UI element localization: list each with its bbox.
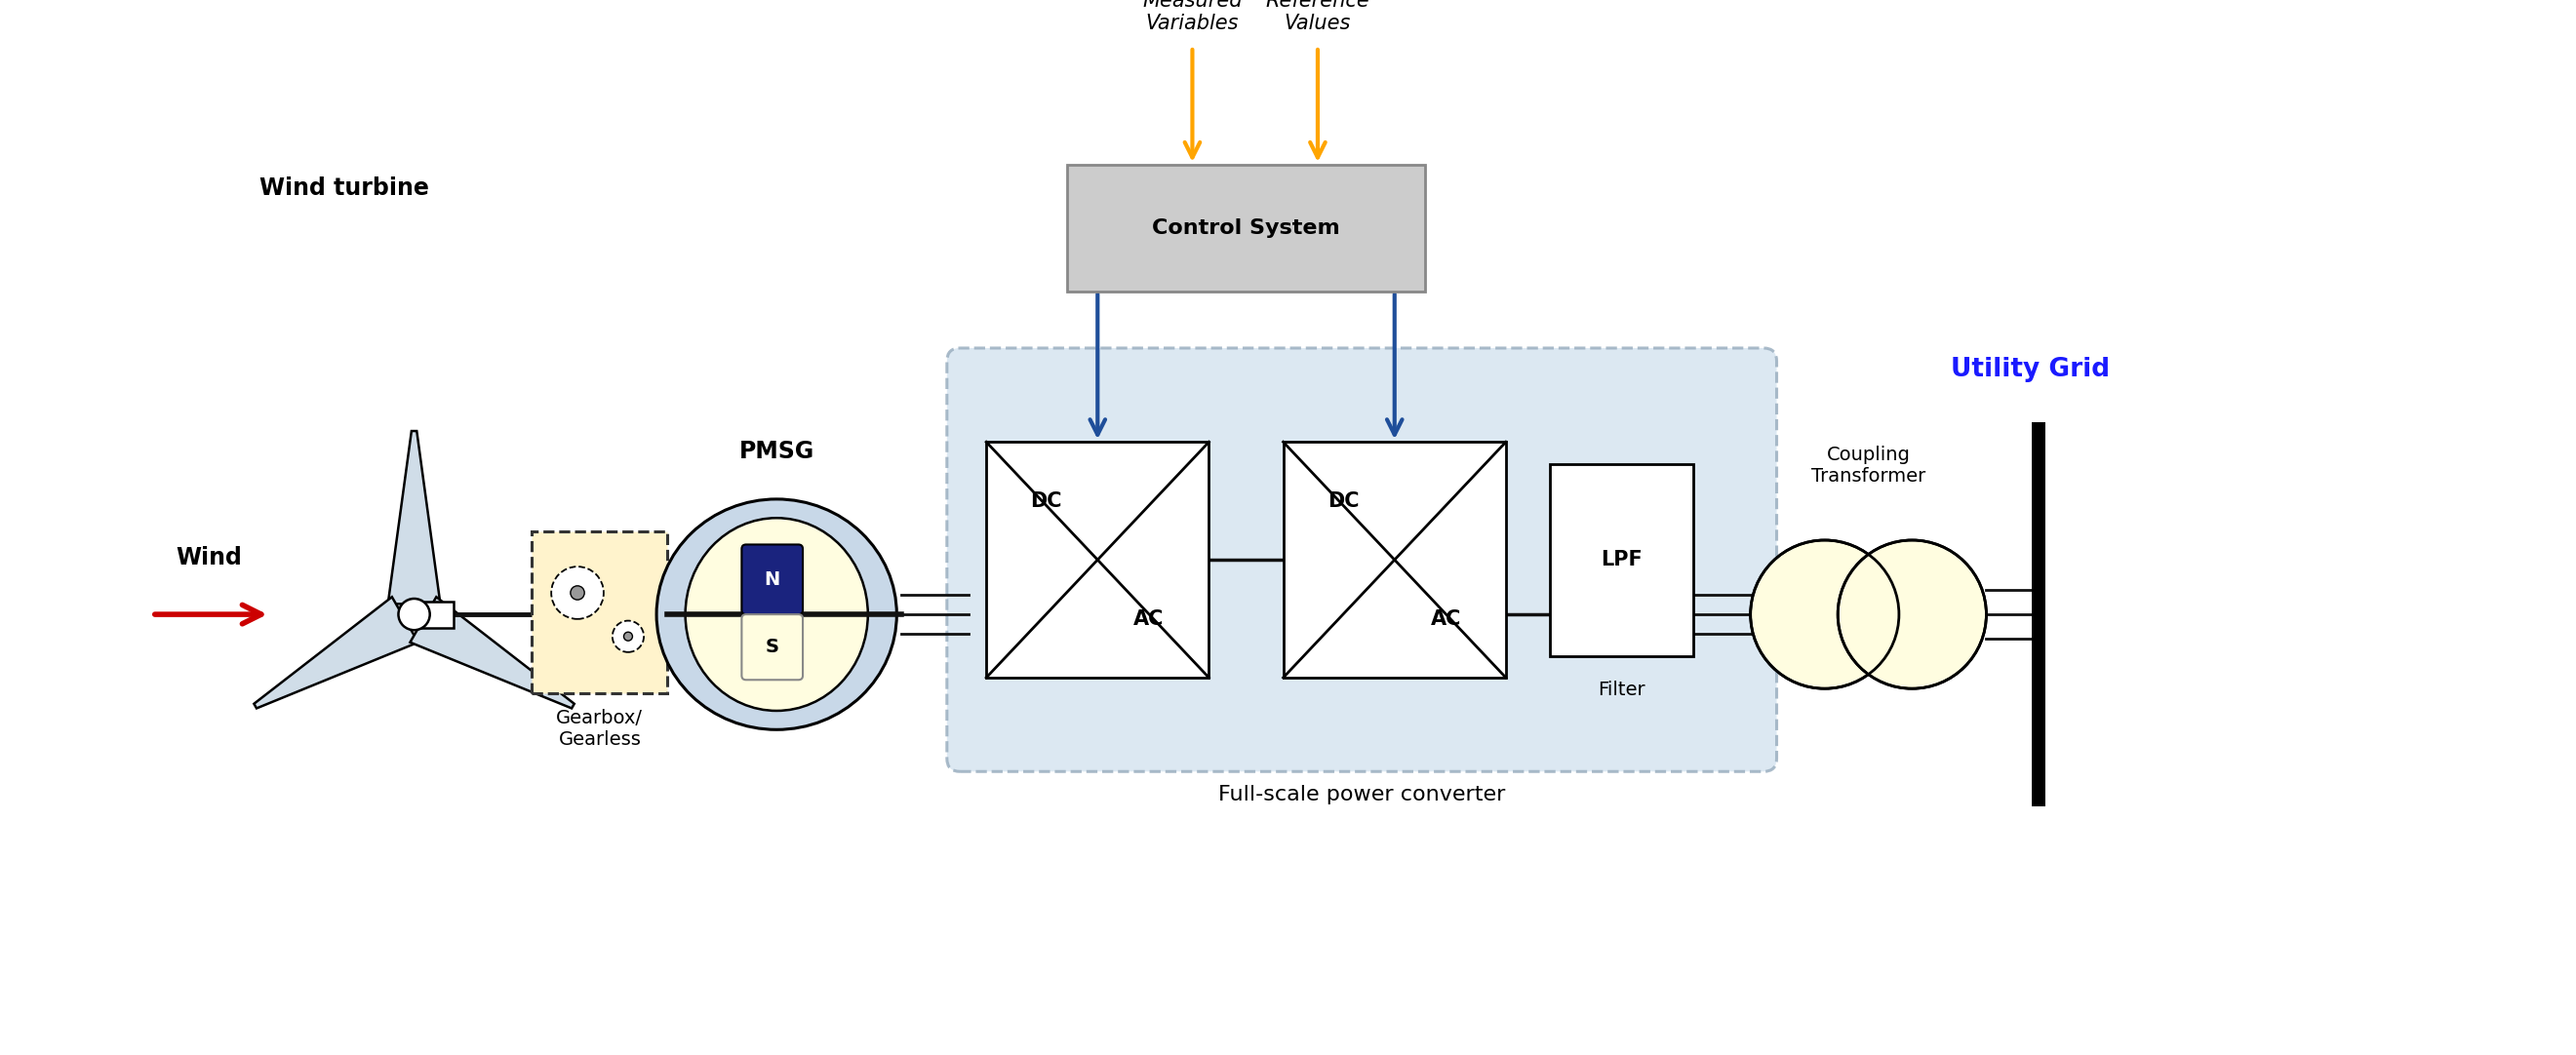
Text: PMSG: PMSG xyxy=(739,439,814,463)
Polygon shape xyxy=(410,597,574,708)
Text: Wind turbine: Wind turbine xyxy=(260,176,430,199)
Polygon shape xyxy=(389,431,440,603)
Text: DC: DC xyxy=(1327,492,1360,511)
Text: AC: AC xyxy=(1430,609,1461,629)
Bar xyxy=(1551,464,1692,656)
Circle shape xyxy=(613,620,644,652)
Text: S: S xyxy=(765,638,778,656)
Text: Utility Grid: Utility Grid xyxy=(1950,358,2110,383)
Bar xyxy=(1066,165,1425,291)
Circle shape xyxy=(1752,540,1899,689)
Text: Filter: Filter xyxy=(1597,680,1646,698)
Bar xyxy=(987,442,1208,677)
Text: Control System: Control System xyxy=(1151,218,1340,237)
Circle shape xyxy=(399,598,430,630)
Text: Wind: Wind xyxy=(175,545,242,570)
Text: Measured
Variables: Measured Variables xyxy=(1141,0,1242,33)
Polygon shape xyxy=(255,597,417,708)
Bar xyxy=(1283,442,1507,677)
Text: LPF: LPF xyxy=(1600,550,1643,570)
Circle shape xyxy=(569,586,585,600)
Bar xyxy=(415,601,453,628)
Circle shape xyxy=(551,567,603,619)
Text: Coupling
Transformer: Coupling Transformer xyxy=(1811,446,1927,486)
FancyBboxPatch shape xyxy=(533,532,667,693)
Ellipse shape xyxy=(657,499,896,730)
Text: N: N xyxy=(765,570,781,589)
Text: Reference
Values: Reference Values xyxy=(1265,0,1370,33)
Circle shape xyxy=(623,632,634,640)
Text: Full-scale power converter: Full-scale power converter xyxy=(1218,785,1504,804)
Ellipse shape xyxy=(685,518,868,711)
Text: DC: DC xyxy=(1030,492,1061,511)
FancyBboxPatch shape xyxy=(948,348,1777,771)
FancyBboxPatch shape xyxy=(742,614,804,679)
Circle shape xyxy=(1837,540,1986,689)
Text: AC: AC xyxy=(1133,609,1164,629)
Text: Gearbox/
Gearless: Gearbox/ Gearless xyxy=(556,709,644,749)
FancyBboxPatch shape xyxy=(742,544,804,614)
